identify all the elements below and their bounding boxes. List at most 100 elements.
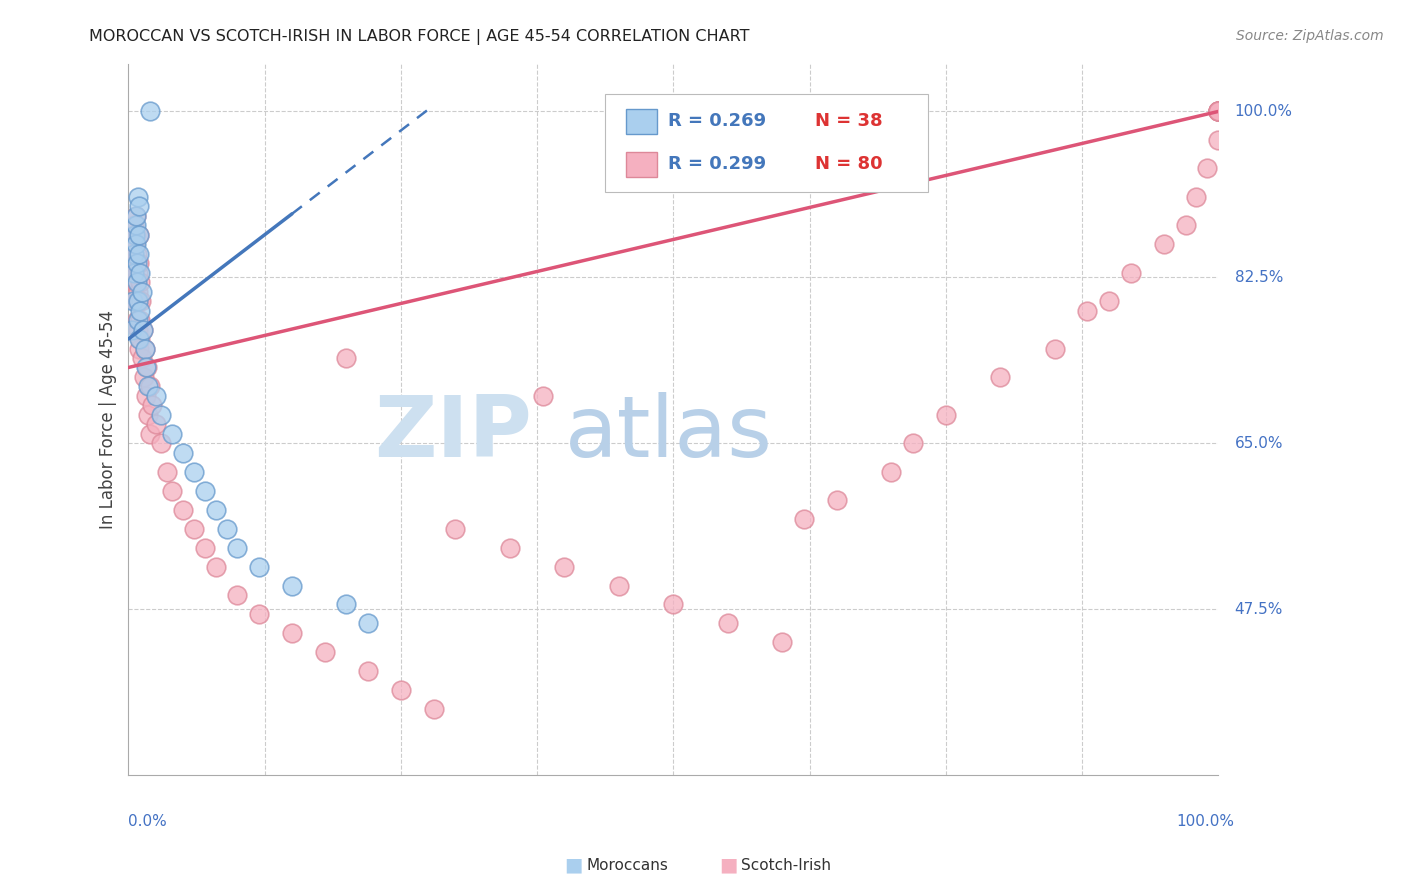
Point bbox=[988, 370, 1011, 384]
Text: 0.0%: 0.0% bbox=[128, 814, 167, 830]
Text: ■: ■ bbox=[564, 855, 583, 875]
Point bbox=[314, 645, 336, 659]
Point bbox=[129, 275, 152, 289]
Point bbox=[122, 227, 145, 242]
Point bbox=[129, 313, 152, 327]
Text: N = 80: N = 80 bbox=[815, 155, 883, 173]
Point bbox=[124, 227, 146, 242]
Point bbox=[357, 664, 380, 678]
Point bbox=[281, 578, 304, 592]
Point bbox=[825, 493, 848, 508]
Point bbox=[335, 598, 357, 612]
Point bbox=[124, 237, 146, 252]
Point bbox=[125, 275, 148, 289]
Point bbox=[131, 351, 153, 365]
Point bbox=[335, 351, 357, 365]
Point bbox=[1206, 133, 1229, 147]
Point bbox=[125, 227, 148, 242]
Point bbox=[160, 426, 183, 441]
Point bbox=[132, 370, 155, 384]
Point bbox=[124, 246, 146, 260]
Text: 47.5%: 47.5% bbox=[1234, 602, 1282, 616]
Text: Moroccans: Moroccans bbox=[586, 858, 668, 872]
Point bbox=[150, 436, 173, 450]
Point bbox=[531, 389, 554, 403]
Point bbox=[204, 559, 226, 574]
Point bbox=[183, 522, 205, 536]
Point bbox=[121, 294, 143, 309]
Point bbox=[770, 635, 793, 649]
Point bbox=[124, 294, 146, 309]
Point bbox=[128, 256, 150, 270]
Point bbox=[136, 360, 159, 375]
Point bbox=[1174, 219, 1197, 233]
Point bbox=[183, 465, 205, 479]
Text: ■: ■ bbox=[718, 855, 738, 875]
Point bbox=[226, 588, 249, 602]
Point bbox=[134, 342, 156, 356]
Text: 82.5%: 82.5% bbox=[1234, 270, 1282, 285]
Point bbox=[131, 322, 153, 336]
Point bbox=[1185, 190, 1208, 204]
Point bbox=[129, 332, 152, 346]
Point bbox=[121, 266, 143, 280]
Point bbox=[1206, 104, 1229, 119]
Point bbox=[127, 275, 149, 289]
Text: R = 0.299: R = 0.299 bbox=[668, 155, 766, 173]
Point bbox=[128, 199, 150, 213]
Point bbox=[145, 389, 167, 403]
Point bbox=[125, 237, 148, 252]
Point bbox=[139, 379, 162, 393]
Point bbox=[607, 578, 630, 592]
Point bbox=[136, 379, 159, 393]
Point bbox=[129, 294, 152, 309]
Point bbox=[127, 294, 149, 309]
Point bbox=[128, 342, 150, 356]
Point bbox=[226, 541, 249, 555]
Point bbox=[127, 322, 149, 336]
Point bbox=[128, 227, 150, 242]
Text: N = 38: N = 38 bbox=[815, 112, 883, 130]
Point bbox=[127, 294, 149, 309]
Point bbox=[247, 607, 270, 621]
Point bbox=[135, 389, 157, 403]
Point bbox=[122, 266, 145, 280]
Point bbox=[124, 256, 146, 270]
Text: 65.0%: 65.0% bbox=[1234, 436, 1284, 450]
Point bbox=[1197, 161, 1219, 176]
Point bbox=[194, 483, 217, 498]
Point bbox=[127, 285, 149, 299]
Point bbox=[128, 246, 150, 260]
Point bbox=[247, 559, 270, 574]
Point bbox=[141, 398, 163, 412]
Point bbox=[160, 483, 183, 498]
Point bbox=[172, 502, 194, 516]
Point bbox=[139, 426, 162, 441]
Text: R = 0.269: R = 0.269 bbox=[668, 112, 766, 130]
Point bbox=[134, 342, 156, 356]
Point bbox=[389, 682, 412, 697]
Point bbox=[880, 465, 903, 479]
Point bbox=[145, 417, 167, 432]
Text: MOROCCAN VS SCOTCH-IRISH IN LABOR FORCE | AGE 45-54 CORRELATION CHART: MOROCCAN VS SCOTCH-IRISH IN LABOR FORCE … bbox=[89, 29, 749, 45]
Point bbox=[129, 266, 152, 280]
Point bbox=[662, 598, 685, 612]
Point bbox=[357, 616, 380, 631]
Point bbox=[136, 408, 159, 422]
Point bbox=[901, 436, 924, 450]
Point bbox=[121, 246, 143, 260]
Point bbox=[125, 209, 148, 223]
Point bbox=[444, 522, 467, 536]
Point bbox=[127, 266, 149, 280]
Text: atlas: atlas bbox=[564, 392, 772, 475]
Point bbox=[935, 408, 957, 422]
Point bbox=[1206, 104, 1229, 119]
Point bbox=[127, 313, 149, 327]
Point bbox=[125, 256, 148, 270]
Point bbox=[172, 446, 194, 460]
Point bbox=[128, 227, 150, 242]
Point bbox=[131, 285, 153, 299]
Point bbox=[422, 702, 444, 716]
Point bbox=[194, 541, 217, 555]
Point bbox=[1119, 266, 1142, 280]
